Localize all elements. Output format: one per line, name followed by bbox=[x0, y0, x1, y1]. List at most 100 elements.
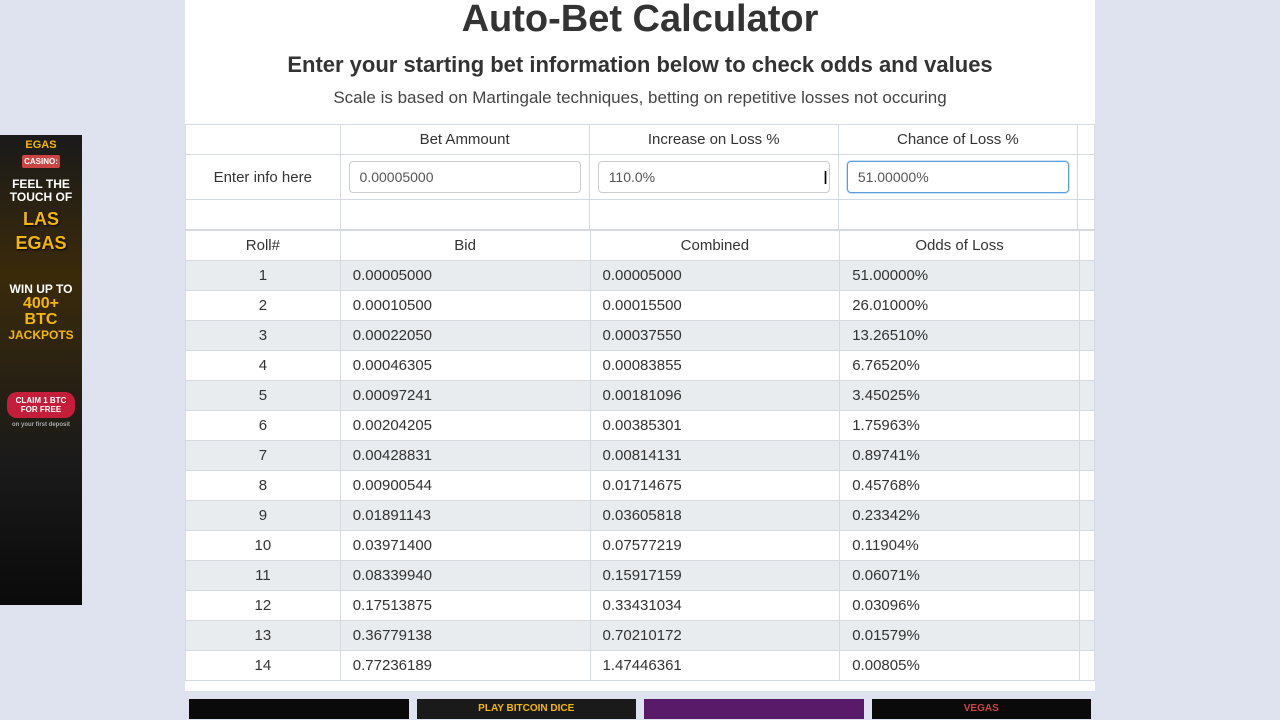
cell-bid: 0.00010500 bbox=[340, 291, 590, 321]
cell-odds: 0.45768% bbox=[840, 471, 1080, 501]
cell-empty bbox=[1079, 591, 1094, 621]
cell-odds: 6.76520% bbox=[840, 351, 1080, 381]
ad-vegas-las: LAS bbox=[2, 210, 80, 228]
ad-casino-badge: CASINO: bbox=[22, 155, 60, 168]
cell-empty bbox=[1079, 351, 1094, 381]
col-bid: Bid bbox=[340, 231, 590, 261]
cell-empty bbox=[1079, 471, 1094, 501]
chance-loss-input[interactable] bbox=[847, 161, 1069, 193]
info-label: Enter info here bbox=[186, 155, 341, 200]
input-table: Bet Ammount Increase on Loss % Chance of… bbox=[185, 124, 1095, 230]
bottom-ads-row: PLAY BITCOIN DICE VEGAS bbox=[185, 699, 1095, 719]
cell-roll: 13 bbox=[186, 621, 341, 651]
increase-loss-input[interactable] bbox=[598, 161, 830, 193]
page-title: Auto-Bet Calculator bbox=[185, 0, 1095, 38]
cell-bid: 0.77236189 bbox=[340, 651, 590, 681]
cell-odds: 1.75963% bbox=[840, 411, 1080, 441]
cell-combined: 0.15917159 bbox=[590, 561, 840, 591]
bottom-ad-3[interactable] bbox=[644, 699, 864, 719]
cell-bid: 0.00005000 bbox=[340, 261, 590, 291]
cell-roll: 1 bbox=[186, 261, 341, 291]
cell-roll: 11 bbox=[186, 561, 341, 591]
ad-400: 400+ bbox=[2, 296, 80, 312]
cell-bid: 0.00022050 bbox=[340, 321, 590, 351]
cell-odds: 26.01000% bbox=[840, 291, 1080, 321]
cell-roll: 2 bbox=[186, 291, 341, 321]
table-row: 130.367791380.702101720.01579% bbox=[186, 621, 1095, 651]
cell-roll: 6 bbox=[186, 411, 341, 441]
table-row: 80.009005440.017146750.45768% bbox=[186, 471, 1095, 501]
cell-combined: 0.00385301 bbox=[590, 411, 840, 441]
cell-empty bbox=[1079, 531, 1094, 561]
bottom-ad-1[interactable] bbox=[189, 699, 409, 719]
cell-bid: 0.00046305 bbox=[340, 351, 590, 381]
header-chance-loss: Chance of Loss % bbox=[838, 125, 1077, 155]
cell-combined: 0.00083855 bbox=[590, 351, 840, 381]
col-combined: Combined bbox=[590, 231, 840, 261]
table-row: 10.000050000.0000500051.00000% bbox=[186, 261, 1095, 291]
cell-combined: 0.00005000 bbox=[590, 261, 840, 291]
cell-combined: 0.33431034 bbox=[590, 591, 840, 621]
cell-roll: 14 bbox=[186, 651, 341, 681]
table-row: 40.000463050.000838556.76520% bbox=[186, 351, 1095, 381]
cell-odds: 0.06071% bbox=[840, 561, 1080, 591]
cell-empty bbox=[1079, 321, 1094, 351]
ad-winup: WIN UP TO bbox=[2, 282, 80, 296]
cell-odds: 0.03096% bbox=[840, 591, 1080, 621]
cell-empty bbox=[1079, 651, 1094, 681]
bet-amount-input[interactable] bbox=[349, 161, 581, 193]
cell-empty bbox=[1079, 411, 1094, 441]
cell-odds: 0.23342% bbox=[840, 501, 1080, 531]
bottom-ad-4[interactable]: VEGAS bbox=[872, 699, 1092, 719]
cell-roll: 5 bbox=[186, 381, 341, 411]
col-roll: Roll# bbox=[186, 231, 341, 261]
cell-combined: 0.00037550 bbox=[590, 321, 840, 351]
col-odds: Odds of Loss bbox=[840, 231, 1080, 261]
cell-bid: 0.17513875 bbox=[340, 591, 590, 621]
cell-combined: 0.00814131 bbox=[590, 441, 840, 471]
col-empty bbox=[1079, 231, 1094, 261]
main-panel: Auto-Bet Calculator Enter your starting … bbox=[185, 0, 1095, 691]
empty-header bbox=[186, 125, 341, 155]
table-row: 100.039714000.075772190.11904% bbox=[186, 531, 1095, 561]
cell-odds: 0.89741% bbox=[840, 441, 1080, 471]
cell-roll: 3 bbox=[186, 321, 341, 351]
cell-empty bbox=[1079, 381, 1094, 411]
cell-roll: 12 bbox=[186, 591, 341, 621]
bottom-ad-2[interactable]: PLAY BITCOIN DICE bbox=[417, 699, 637, 719]
left-sidebar-ad[interactable]: EGAS CASINO: FEEL THE TOUCH OF LAS EGAS … bbox=[0, 135, 82, 605]
cell-empty bbox=[1079, 621, 1094, 651]
table-row: 140.772361891.474463610.00805% bbox=[186, 651, 1095, 681]
table-row: 50.000972410.001810963.45025% bbox=[186, 381, 1095, 411]
cell-bid: 0.01891143 bbox=[340, 501, 590, 531]
cell-combined: 0.07577219 bbox=[590, 531, 840, 561]
ad-jackpots: JACKPOTS bbox=[2, 328, 80, 342]
header-increase-loss: Increase on Loss % bbox=[589, 125, 838, 155]
cell-bid: 0.36779138 bbox=[340, 621, 590, 651]
ad-btc: BTC bbox=[2, 312, 80, 328]
table-row: 110.083399400.159171590.06071% bbox=[186, 561, 1095, 591]
cell-odds: 0.00805% bbox=[840, 651, 1080, 681]
cell-empty bbox=[1079, 561, 1094, 591]
ad-vegas-egas: EGAS bbox=[2, 234, 80, 252]
cell-empty bbox=[1079, 501, 1094, 531]
cell-bid: 0.08339940 bbox=[340, 561, 590, 591]
ad-brand: EGAS bbox=[2, 139, 80, 151]
cell-empty bbox=[1079, 261, 1094, 291]
cell-combined: 0.00181096 bbox=[590, 381, 840, 411]
cell-empty bbox=[1079, 291, 1094, 321]
cell-roll: 10 bbox=[186, 531, 341, 561]
table-row: 30.000220500.0003755013.26510% bbox=[186, 321, 1095, 351]
empty-cell bbox=[1077, 155, 1094, 200]
cell-empty bbox=[1079, 441, 1094, 471]
cell-bid: 0.00097241 bbox=[340, 381, 590, 411]
page-description: Scale is based on Martingale techniques,… bbox=[185, 88, 1095, 108]
cell-bid: 0.03971400 bbox=[340, 531, 590, 561]
cell-bid: 0.00900544 bbox=[340, 471, 590, 501]
ad-claim-button[interactable]: CLAIM 1 BTC FOR FREE bbox=[7, 392, 75, 418]
cell-combined: 0.01714675 bbox=[590, 471, 840, 501]
cell-combined: 0.70210172 bbox=[590, 621, 840, 651]
cell-odds: 0.01579% bbox=[840, 621, 1080, 651]
table-row: 120.175138750.334310340.03096% bbox=[186, 591, 1095, 621]
ad-deposit-text: on your first deposit bbox=[2, 422, 80, 428]
